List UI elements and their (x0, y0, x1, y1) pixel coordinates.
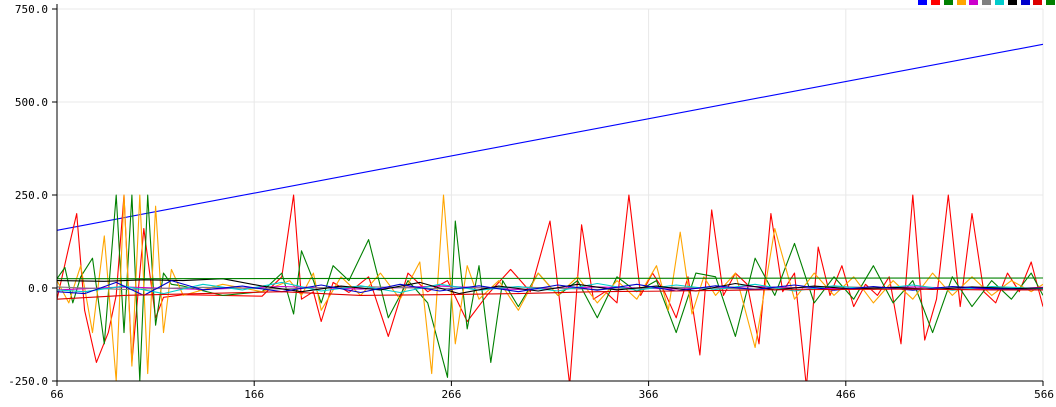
series-line-9 (57, 288, 1043, 300)
legend-swatch-3 (956, 0, 966, 5)
x-tick-label-2: 266 (441, 388, 461, 401)
series-group (57, 43, 1043, 381)
series-line-8 (57, 280, 1043, 296)
series-line-2 (57, 194, 1043, 381)
series-line-10 (57, 277, 1043, 280)
legend-swatch-5 (982, 0, 992, 5)
series-line-0 (57, 43, 1043, 231)
legend-swatch-8 (1020, 0, 1030, 5)
axes (52, 4, 1044, 386)
legend-swatch-7 (1007, 0, 1017, 5)
legend-swatch-6 (995, 0, 1004, 5)
y-tick-label-2: 250.0 (15, 189, 48, 202)
legend-swatch-4 (969, 0, 979, 5)
x-tick-label-1: 166 (244, 388, 264, 401)
legend-swatch-2 (943, 0, 953, 5)
x-tick-label-0: 66 (50, 388, 63, 401)
y-tick-label-3: 500.0 (15, 96, 48, 109)
y-tick-label-1: 0.0 (28, 282, 48, 295)
legend-swatch-9 (1033, 0, 1043, 5)
x-tick-label-4: 466 (836, 388, 856, 401)
legend-swatch-10 (1046, 0, 1056, 5)
legend-swatch-1 (931, 0, 940, 5)
grid-lines (56, 8, 1044, 382)
x-tick-label-5: 566 (1034, 388, 1054, 401)
legend-swatch-0 (918, 0, 928, 5)
x-tick-label-3: 366 (639, 388, 659, 401)
tick-labels: -250.0 0.0 250.0 500.0 750.0 66 166 266 366 466 56… (8, 3, 1054, 401)
series-line-3 (57, 194, 1043, 381)
y-tick-label-4: 750.0 (15, 3, 48, 16)
y-tick-label-0: -250.0 (8, 375, 48, 388)
